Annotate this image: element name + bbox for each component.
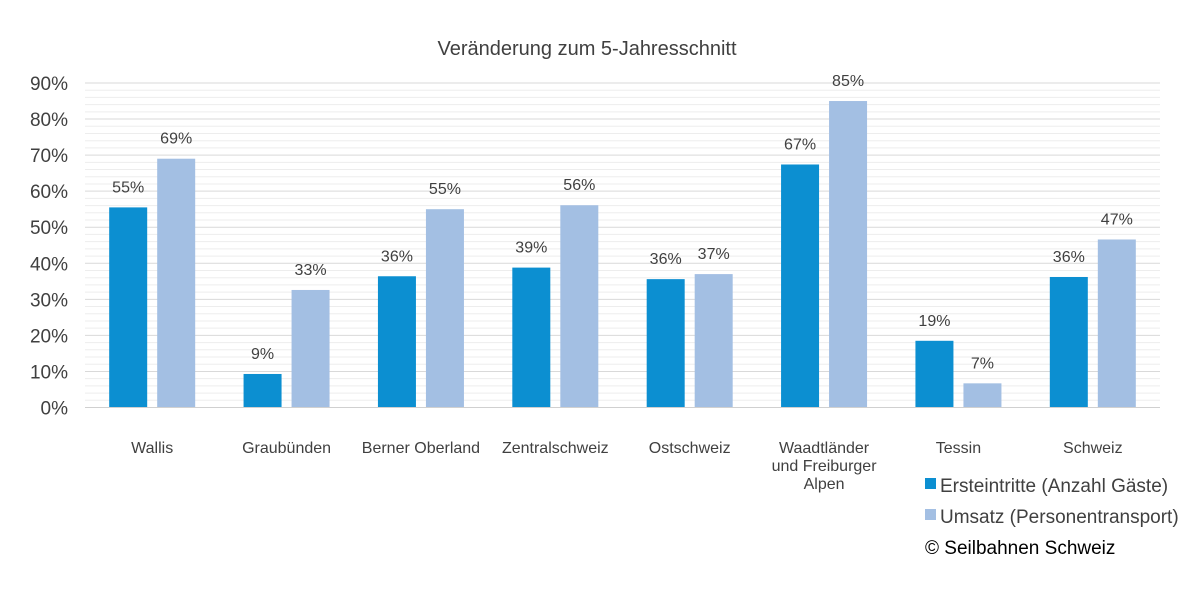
y-tick-label: 0% [41, 399, 69, 420]
legend-swatch-ersteintritte [925, 478, 936, 489]
bar-umsatz [1097, 239, 1136, 408]
gridlines [85, 82, 1160, 408]
x-tick-label: Berner Oberland [362, 440, 480, 457]
y-tick-label: 40% [30, 254, 68, 275]
bar-umsatz [694, 274, 733, 408]
x-tick-label: Schweiz [1063, 440, 1123, 457]
y-axis-ticks: 0% 10% 20% 30% 40% 50% 60% 70% 80% 90% [30, 74, 68, 420]
bar-ersteintritte [377, 276, 416, 408]
bar-umsatz [829, 101, 868, 408]
legend-label-ersteintritte: Ersteintritte (Anzahl Gäste) [940, 476, 1168, 497]
data-label: 36% [381, 248, 413, 265]
copyright-notice: © Seilbahnen Schweiz [925, 538, 1115, 559]
chart-title: Veränderung zum 5-Jahresschnitt [437, 38, 736, 60]
bar-ersteintritte [781, 164, 820, 408]
y-tick-label: 80% [30, 110, 68, 131]
data-label: 33% [295, 262, 327, 279]
data-label: 67% [784, 136, 816, 153]
data-label: 37% [698, 246, 730, 263]
y-tick-label: 50% [30, 218, 68, 239]
x-tick-label: Wallis [131, 440, 173, 457]
y-tick-label: 30% [30, 290, 68, 311]
data-label: 55% [112, 179, 144, 196]
x-tick-label: Ostschweiz [649, 440, 731, 457]
bar-ersteintritte [1049, 276, 1088, 408]
data-label: 69% [160, 131, 192, 148]
bar-umsatz [425, 209, 464, 408]
bar-umsatz [560, 205, 599, 408]
data-label: 85% [832, 73, 864, 90]
x-axis-ticks: Wallis Graubünden Berner Oberland Zentralsc… [131, 440, 1122, 493]
data-label: 39% [515, 240, 547, 257]
bar-ersteintritte [512, 267, 551, 408]
bar-umsatz [963, 383, 1002, 408]
legend-label-umsatz: Umsatz (Personentransport) [940, 507, 1179, 528]
y-tick-label: 70% [30, 146, 68, 167]
legend: Ersteintritte (Anzahl Gäste) Umsatz (Per… [925, 476, 1179, 528]
data-label: 7% [971, 355, 994, 372]
bar-ersteintritte [243, 373, 282, 408]
bar-ersteintritte [915, 340, 954, 408]
data-label: 47% [1101, 211, 1133, 228]
x-tick-label: Waadtländer und Freiburger Alpen [772, 440, 878, 493]
x-tick-label: Zentralschweiz [502, 440, 609, 457]
legend-swatch-umsatz [925, 509, 936, 520]
data-label: 9% [251, 346, 274, 363]
bars [109, 101, 1136, 408]
y-tick-label: 60% [30, 182, 68, 203]
bar-ersteintritte [109, 207, 148, 408]
data-label: 36% [1053, 249, 1085, 266]
bar-umsatz [291, 289, 330, 408]
data-labels: 55% 69% 9% 33% 36% 55% 39% 56% 36% 37% 67% 85% 19% 7%… [112, 73, 1133, 372]
data-label: 19% [918, 313, 950, 330]
bar-ersteintritte [646, 279, 685, 408]
data-label: 55% [429, 181, 461, 198]
y-tick-label: 20% [30, 326, 68, 347]
data-label: 36% [650, 251, 682, 268]
x-tick-label: Graubünden [242, 440, 331, 457]
y-tick-label: 10% [30, 362, 68, 383]
x-tick-label: Tessin [936, 440, 981, 457]
bar-umsatz [157, 158, 196, 408]
y-tick-label: 90% [30, 74, 68, 95]
data-label: 56% [563, 177, 595, 194]
